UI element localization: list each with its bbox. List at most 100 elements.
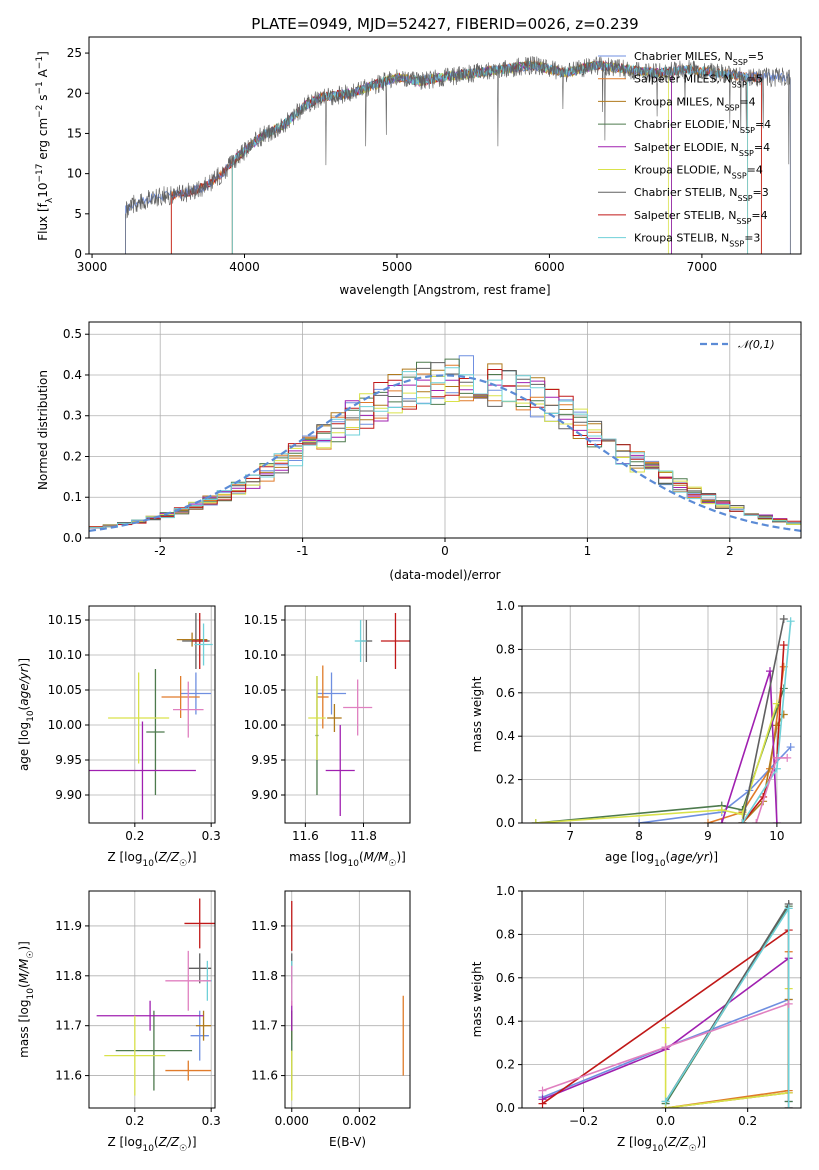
- weight-line: [535, 703, 778, 823]
- x-tick-label: 6000: [534, 260, 565, 274]
- weight-marker: [738, 819, 747, 823]
- y-axis-label: Normed distribution: [36, 370, 50, 490]
- mass-age-panel: 11.6 11.8 9.90 9.95 10.00 10.05 10.10 10.15 mass…: [244, 605, 411, 869]
- residual-panel: -2 -1 0 1 2 0.0 0.1 0.2 0.3 0.4 0.5 𝒩(0,1) (data-mod…: [36, 321, 802, 582]
- spectrum-panel: 3000 4000 5000 6000 7000 0 5 10 15 20 25 Chabrier M…: [35, 36, 802, 297]
- weight-marker: [738, 810, 747, 819]
- x-tick-label: 3000: [77, 260, 108, 274]
- x-axis-label-part: 10: [142, 1144, 154, 1154]
- weight-marker: [779, 710, 788, 719]
- y-tick-label: 0.4: [63, 368, 82, 382]
- z-age-panel: 0.2 0.3 9.90 9.95 10.00 10.05 10.10 10.15 Z [log…: [17, 605, 221, 869]
- x-axis-label-part: )]: [187, 850, 196, 864]
- x-axis-label: Z [log10(Z/Z☉)]: [617, 1135, 706, 1154]
- y-tick-label: 25: [67, 46, 82, 60]
- legend-label: Chabrier ELODIE, NSSP=4: [634, 118, 771, 135]
- weight-marker: [786, 617, 795, 626]
- y-tick-label: 10.05: [244, 683, 278, 697]
- x-tick-label: −0.2: [569, 1114, 598, 1128]
- weight-marker: [784, 999, 793, 1008]
- axes-frame: [88, 605, 216, 824]
- x-tick-label: -2: [154, 544, 166, 558]
- x-axis-label-part: )]: [709, 850, 718, 864]
- spectrum-line: [231, 60, 672, 254]
- x-axis-label-part: mass [log: [289, 850, 347, 864]
- y-axis-label-part: 10: [26, 710, 36, 722]
- x-axis-label: Z [log10(Z/Z☉)]: [107, 1135, 196, 1154]
- plot-area: [89, 613, 213, 820]
- plot-area: [538, 900, 793, 1108]
- plot-area: [291, 900, 404, 1101]
- y-tick-label: 5: [74, 207, 82, 221]
- y-axis-label-part: −17: [35, 164, 45, 183]
- y-axis-label: mass weight: [470, 961, 484, 1037]
- weight-marker: [704, 819, 712, 823]
- y-tick-label: 10.00: [244, 718, 278, 732]
- weight-marker: [784, 1104, 793, 1108]
- y-tick-label: 9.90: [55, 788, 82, 802]
- x-tick-label: 8: [635, 829, 643, 843]
- weight-marker: [661, 1097, 670, 1106]
- y-tick-label: 0.2: [63, 449, 82, 463]
- x-axis-label-part: Z [log: [107, 850, 142, 864]
- x-axis-label-part: )]: [187, 1135, 196, 1149]
- residual-histogram: [89, 376, 801, 528]
- x-tick-label: 0: [441, 544, 449, 558]
- y-axis-label-part: M/M: [17, 958, 31, 983]
- axes-frame: [88, 890, 216, 1109]
- y-tick-label: 10: [67, 167, 82, 181]
- weight-marker: [783, 753, 792, 762]
- x-axis-label-part: age/yr: [670, 850, 709, 864]
- x-axis-label: wavelength [Angstrom, rest frame]: [339, 283, 550, 297]
- x-axis-label-part: ☉: [179, 859, 187, 869]
- weight-line: [664, 905, 790, 1108]
- legend-label: Kroupa MILES, NSSP=4: [634, 95, 756, 112]
- weight-marker: [772, 753, 781, 762]
- y-axis-label-part: −1: [35, 56, 45, 69]
- y-axis-label-part: erg cm: [36, 118, 50, 164]
- grid: [285, 891, 410, 1108]
- weight-marker: [538, 1099, 547, 1108]
- y-axis-label-part: )]: [17, 658, 31, 667]
- spectrum-line: [170, 60, 762, 254]
- y-axis-label-part: age [log: [17, 722, 31, 771]
- figure-title: PLATE=0949, MJD=52427, FIBERID=0026, z=0…: [251, 15, 638, 33]
- x-tick-label: 0.2: [125, 829, 144, 843]
- legend-label: Kroupa ELODIE, NSSP=4: [634, 164, 763, 181]
- y-tick-label: 11.6: [55, 1069, 82, 1083]
- y-tick-label: 0.8: [496, 642, 515, 656]
- weight-marker: [661, 1023, 670, 1032]
- y-tick-label: 0.2: [496, 1058, 515, 1072]
- plot-area: [96, 898, 215, 1096]
- y-tick-label: 1.0: [496, 884, 515, 898]
- y-tick-label: 10.15: [244, 613, 278, 627]
- x-axis-label-part: (: [666, 850, 671, 864]
- y-tick-label: 0.5: [63, 327, 82, 341]
- y-tick-label: 0.0: [63, 531, 82, 545]
- y-axis-label: age [log10(age/yr)]: [17, 658, 36, 771]
- x-tick-label: 10: [769, 829, 784, 843]
- y-tick-label: 0.4: [496, 729, 515, 743]
- normal-curve: [89, 374, 801, 532]
- y-tick-label: 10.15: [48, 613, 82, 627]
- y-tick-label: 11.9: [251, 919, 278, 933]
- x-axis-label-part: 10: [652, 1144, 664, 1154]
- spectrum-line: [231, 60, 672, 254]
- x-tick-label: 5000: [382, 260, 413, 274]
- spectrum-line: [231, 60, 749, 254]
- x-axis-label-part: Z/Z: [667, 1135, 689, 1149]
- x-tick-label: 11.6: [292, 829, 319, 843]
- y-axis-label-part: ]: [36, 51, 50, 56]
- spectrum-line: [231, 61, 749, 254]
- y-axis-label: mass weight: [470, 676, 484, 752]
- y-axis-label-part: Flux [f: [36, 202, 50, 240]
- spectrum-legend: Chabrier MILES, NSSP=5 Salpeter MILES, NS…: [598, 50, 771, 248]
- plot-area: [89, 355, 801, 532]
- x-tick-label: 4000: [229, 260, 260, 274]
- y-tick-label: 0.2: [496, 773, 515, 787]
- x-tick-label: 11.8: [350, 829, 377, 843]
- x-tick-label: 0.2: [125, 1114, 144, 1128]
- y-tick-label: 0.1: [63, 490, 82, 504]
- y-tick-label: 11.8: [251, 969, 278, 983]
- spectrum-line: [125, 60, 791, 254]
